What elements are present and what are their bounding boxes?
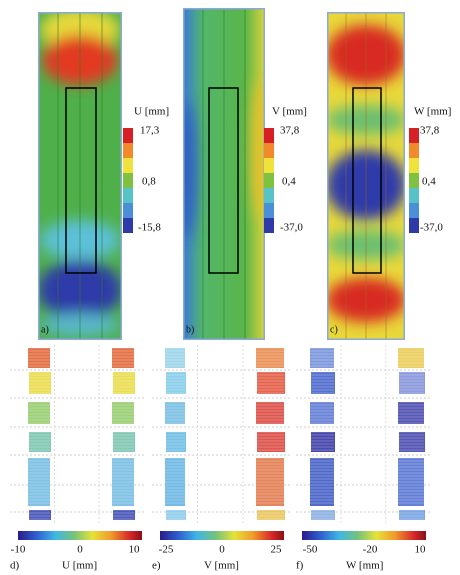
colorbar-band bbox=[409, 173, 419, 188]
point-strip bbox=[28, 402, 50, 424]
colorbar-band bbox=[123, 158, 133, 173]
colorbar-band bbox=[123, 203, 133, 218]
point-strip bbox=[256, 348, 284, 368]
colorbar-band bbox=[123, 188, 133, 203]
point-strip bbox=[113, 510, 135, 520]
colorbar-band bbox=[409, 128, 419, 143]
colorbar-band bbox=[264, 128, 274, 143]
colorbar-band bbox=[409, 203, 419, 218]
point-strip bbox=[399, 510, 425, 520]
colorbar-band bbox=[123, 218, 133, 233]
point-strip bbox=[398, 458, 424, 506]
colorbar-tick: 25 bbox=[271, 544, 283, 556]
colorbar-band bbox=[409, 188, 419, 203]
colorbar-tick: 0,4 bbox=[282, 176, 296, 188]
point-strip bbox=[398, 348, 424, 368]
point-strip bbox=[311, 432, 335, 452]
colorbar-title: U [mm] bbox=[134, 106, 169, 118]
colorbar-band bbox=[409, 158, 419, 173]
colorbar-tick: -37,0 bbox=[420, 222, 443, 234]
axis-label: U [mm] bbox=[62, 560, 97, 572]
contour-a bbox=[38, 12, 122, 340]
point-strip bbox=[256, 458, 284, 506]
colorbar-tick: 37,8 bbox=[280, 125, 300, 137]
point-strip bbox=[28, 458, 50, 506]
colorbar-title: W [mm] bbox=[414, 106, 451, 118]
colorbar-tick: -50 bbox=[303, 544, 318, 556]
contour-b bbox=[183, 8, 265, 340]
point-strip bbox=[166, 432, 186, 452]
point-strip bbox=[311, 372, 335, 394]
colorbar-band bbox=[264, 218, 274, 233]
point-strip bbox=[399, 372, 425, 394]
colorbar-tick: -20 bbox=[363, 544, 378, 556]
colorbar-band bbox=[264, 173, 274, 188]
point-strip bbox=[257, 372, 285, 394]
point-strip bbox=[256, 402, 284, 424]
colorbar-tick: 0 bbox=[77, 544, 83, 556]
colorbar-tick: 0 bbox=[219, 544, 225, 556]
point-strip bbox=[165, 458, 185, 506]
colorbar-band bbox=[409, 143, 419, 158]
point-strip bbox=[112, 458, 134, 506]
contour-c bbox=[327, 12, 405, 340]
panel-label: b) bbox=[186, 324, 194, 335]
colorbar-band bbox=[123, 128, 133, 143]
point-strip bbox=[257, 432, 285, 452]
colorbar-tick: 0,8 bbox=[142, 176, 156, 188]
point-strip bbox=[311, 510, 335, 520]
point-strip bbox=[310, 348, 334, 368]
colorbar-tick: 10 bbox=[129, 544, 141, 556]
region-box bbox=[65, 87, 97, 274]
panel-label: c) bbox=[330, 324, 338, 335]
region-box bbox=[208, 87, 239, 274]
panel-label: f) bbox=[296, 560, 304, 572]
colorbars bbox=[123, 128, 419, 233]
colorbar-band bbox=[123, 143, 133, 158]
region-box bbox=[352, 87, 382, 274]
colorbar-tick: -10 bbox=[11, 544, 26, 556]
point-strip bbox=[165, 402, 185, 424]
point-strip bbox=[165, 348, 185, 368]
colorbar-tick: 0,4 bbox=[422, 176, 436, 188]
point-strip bbox=[399, 432, 425, 452]
colorbar-tick: -37,0 bbox=[280, 222, 303, 234]
colorbar-band bbox=[264, 143, 274, 158]
point-strip bbox=[113, 372, 135, 394]
colorbar-tick: 17,3 bbox=[140, 125, 160, 137]
point-strip bbox=[112, 348, 134, 368]
panel-label: a) bbox=[41, 324, 49, 335]
colorbar-title: V [mm] bbox=[272, 106, 307, 118]
colorbar-tick: -15,8 bbox=[138, 222, 161, 234]
colorbar bbox=[302, 531, 426, 540]
point-strip bbox=[28, 348, 50, 368]
point-strip bbox=[29, 372, 51, 394]
colorbar bbox=[18, 531, 142, 540]
colorbar-band bbox=[264, 203, 274, 218]
point-strip bbox=[29, 510, 51, 520]
colorbar-band bbox=[409, 218, 419, 233]
point-strip bbox=[310, 402, 334, 424]
point-clouds bbox=[10, 345, 432, 525]
point-strip bbox=[112, 402, 134, 424]
point-strip bbox=[29, 432, 51, 452]
colorbar-band bbox=[264, 158, 274, 173]
colorbar bbox=[160, 531, 284, 540]
point-strip bbox=[257, 510, 285, 520]
colorbar-tick: 10 bbox=[415, 544, 427, 556]
axis-label: W [mm] bbox=[346, 560, 383, 572]
point-strip bbox=[398, 402, 424, 424]
axis-label: V [mm] bbox=[204, 560, 239, 572]
colorbar-band bbox=[264, 188, 274, 203]
panel-label: d) bbox=[10, 560, 20, 572]
point-strip bbox=[113, 432, 135, 452]
panel-label: e) bbox=[152, 560, 161, 572]
colorbar-band bbox=[123, 173, 133, 188]
colorbar-tick: -25 bbox=[159, 544, 174, 556]
point-strip bbox=[166, 510, 186, 520]
colorbar-tick: 37,8 bbox=[420, 125, 440, 137]
point-strip bbox=[310, 458, 334, 506]
point-strip bbox=[166, 372, 186, 394]
